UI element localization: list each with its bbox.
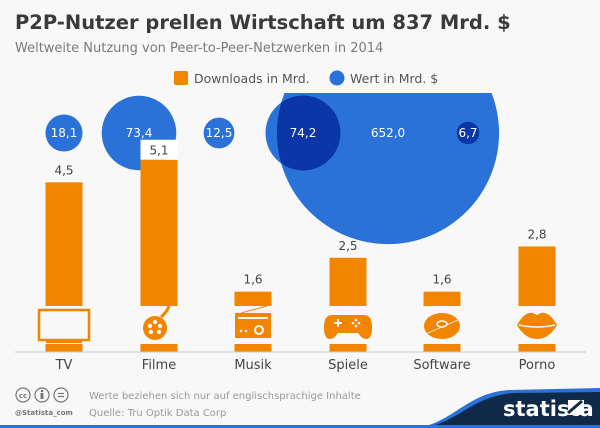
bar-group-spiele: 2,5 [317,239,379,352]
footer-note: Werte beziehen sich nur auf englischspra… [89,391,361,402]
bubble-label: 6,7 [458,126,477,140]
bubble-label: 652,0 [371,126,405,140]
bubble-label: 18,1 [51,126,78,140]
category-label: Filme [142,358,176,373]
disc-icon [424,313,460,339]
bar-label: 1,6 [432,273,451,287]
bar-label: 1,6 [243,273,262,287]
nd-icon [53,387,69,403]
bar-label-bg [140,139,178,160]
bar-group-porno: 2,8 [506,227,568,352]
bubble-series: 18,1 73,4 12,5 74,2 652,0 6,7 [45,93,500,245]
tv-icon [37,308,91,343]
legend: Downloads in Mrd. Wert in Mrd. $ [174,70,438,86]
legend-label-downloads: Downloads in Mrd. [194,71,310,86]
logo-background [415,392,600,428]
film-reel-icon [143,305,171,340]
cc-license-icons: cc [15,387,69,403]
bubble-overlap-spiele [276,95,341,171]
category-label: Musik [234,358,272,373]
svg-text:cc: cc [19,392,27,400]
bar-label: 2,5 [338,239,357,253]
bar-series: 4,5 5,1 1,6 2,5 1,6 2,8 [33,139,568,352]
gamepad-icon [324,315,372,339]
bottom-stripe [0,425,600,428]
lips-icon [517,312,557,339]
legend-swatch-wert [329,70,345,86]
category-label: TV [55,358,73,373]
statista-logo-icon [567,399,584,415]
bubble-tv [45,114,83,152]
category-labels: TV Filme Musik Spiele Software Porno [55,358,556,373]
bubble-overlap-porno [456,121,480,145]
statista-handle[interactable]: @Statista_com [15,409,73,417]
chart-title: P2P-Nutzer prellen Wirtschaft um 837 Mrd… [15,11,511,34]
bar-group-tv: 4,5 [33,163,95,352]
by-icon [34,387,50,403]
bar-label: 5,1 [149,144,168,158]
bar-group-filme: 5,1 [128,139,190,352]
bar-group-musik: 1,6 [222,273,284,352]
bubble-label: 12,5 [206,126,233,140]
category-label: Spiele [328,358,368,373]
category-label: Porno [519,358,556,373]
legend-label-wert: Wert in Mrd. $ [350,71,438,86]
bubble-label: 74,2 [290,126,317,140]
chart-subtitle: Weltweite Nutzung von Peer-to-Peer-Netzw… [15,41,383,56]
cc-icon [15,387,31,403]
radio-icon [235,305,271,338]
bubble-musik [203,117,235,149]
legend-swatch-downloads [174,71,188,85]
footer-source: Quelle: Tru Optik Data Corp [89,408,226,419]
bar-label: 4,5 [54,163,73,177]
bar-label: 2,8 [527,227,546,241]
bar-group-software: 1,6 [411,273,473,352]
footer: cc @Statista_com Werte beziehen sich nur… [0,387,600,428]
bubble-label: 73,4 [126,126,153,140]
icon-band [33,306,95,344]
category-label: Software [413,358,470,373]
